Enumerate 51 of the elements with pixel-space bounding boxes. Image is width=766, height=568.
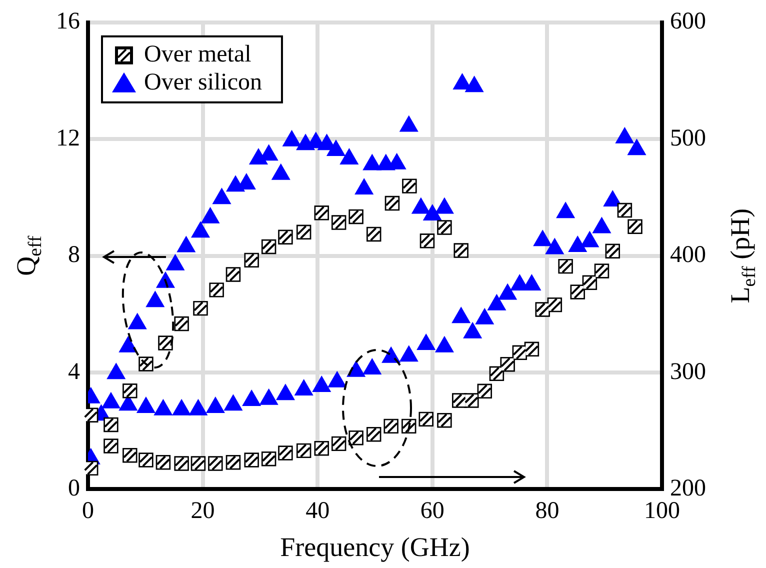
point bbox=[399, 115, 418, 132]
y2-tick-label: 400 bbox=[670, 242, 706, 268]
point bbox=[463, 322, 482, 338]
point bbox=[464, 76, 484, 92]
legend-label: Over metal bbox=[144, 42, 252, 68]
point bbox=[615, 126, 634, 144]
y-tick-label: 12 bbox=[56, 125, 80, 152]
point bbox=[603, 190, 622, 206]
point bbox=[326, 139, 346, 156]
point bbox=[190, 221, 210, 238]
point bbox=[340, 148, 359, 164]
y-tick-label: 16 bbox=[56, 8, 80, 35]
y2-tick-label: 600 bbox=[670, 8, 706, 35]
point bbox=[399, 345, 418, 362]
point bbox=[411, 197, 430, 214]
point bbox=[282, 130, 302, 146]
point bbox=[556, 202, 576, 218]
point bbox=[487, 294, 506, 310]
y-axis-title: Qeff bbox=[11, 235, 46, 276]
point bbox=[592, 216, 612, 234]
y-tick-label: 0 bbox=[68, 475, 80, 502]
y-tick-label: 8 bbox=[68, 242, 80, 268]
point bbox=[434, 197, 454, 214]
point bbox=[176, 236, 196, 252]
point bbox=[271, 163, 290, 180]
y2-tick-label: 300 bbox=[670, 358, 706, 385]
point bbox=[568, 235, 588, 252]
point bbox=[200, 206, 220, 224]
x-tick-label: 40 bbox=[306, 498, 330, 524]
point bbox=[533, 230, 552, 246]
point bbox=[362, 154, 382, 170]
point bbox=[475, 308, 494, 324]
y2-axis-title: Leff (pH) bbox=[725, 208, 760, 304]
y2-tick-label: 500 bbox=[670, 125, 706, 152]
x-axis-title: Frequency (GHz) bbox=[280, 532, 470, 562]
legend-label: Over silicon bbox=[144, 70, 262, 96]
x-tick-label: 60 bbox=[420, 498, 444, 524]
x-tick-label: 80 bbox=[535, 498, 560, 524]
point bbox=[452, 306, 471, 324]
point bbox=[627, 138, 646, 156]
point bbox=[354, 178, 374, 194]
point bbox=[580, 230, 600, 248]
point bbox=[146, 290, 165, 308]
point bbox=[166, 254, 185, 270]
point bbox=[434, 336, 454, 352]
x-tick-label: 20 bbox=[190, 498, 215, 524]
y-tick-label: 4 bbox=[68, 358, 80, 385]
point bbox=[422, 204, 442, 220]
point bbox=[545, 238, 564, 254]
point bbox=[498, 283, 518, 300]
point bbox=[212, 188, 232, 204]
